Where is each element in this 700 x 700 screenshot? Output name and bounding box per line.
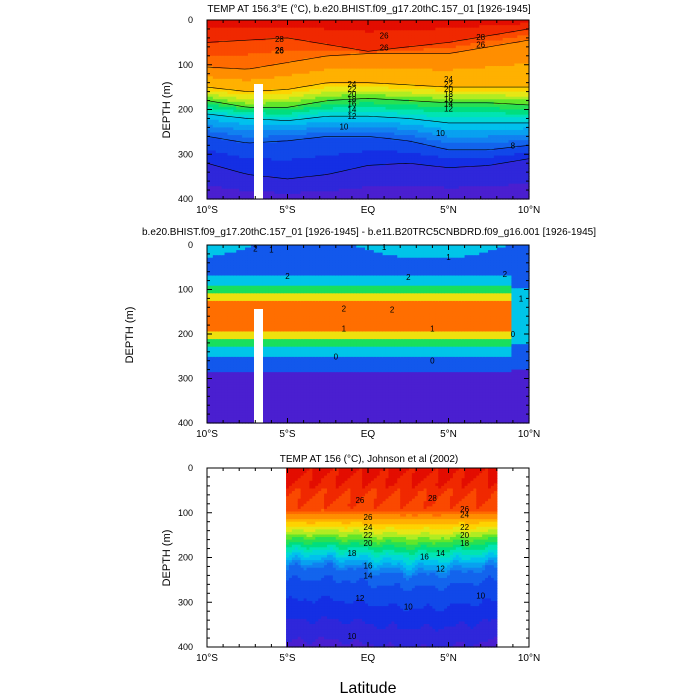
panel-1: TEMP AT 156.3°E (°C), b.e20.BHIST.f09_g1… [161,4,540,216]
panel-1-title: TEMP AT 156.3°E (°C), b.e20.BHIST.f09_g1… [207,4,530,15]
figure: TEMP AT 156.3°E (°C), b.e20.BHIST.f09_g1… [0,0,700,700]
